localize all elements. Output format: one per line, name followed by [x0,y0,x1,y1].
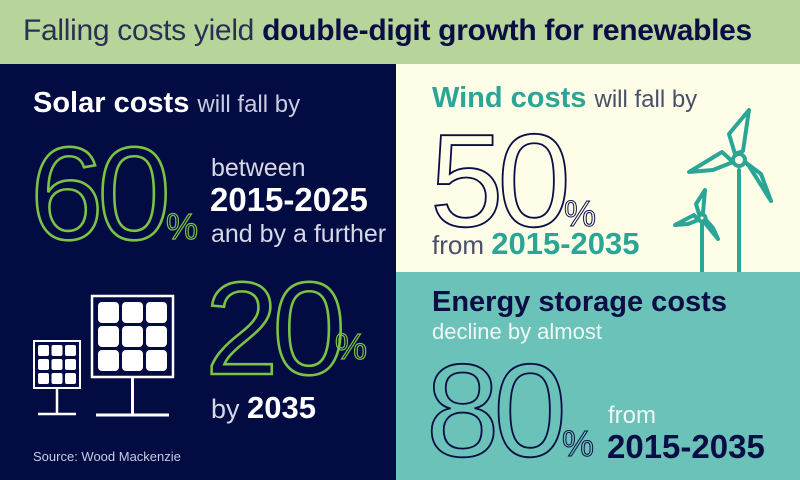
wind-stat-pre: from [432,230,484,260]
storage-heading-light: decline by almost [432,319,602,344]
svg-text:%: % [166,206,198,247]
storage-heading-bold: Energy storage costs [432,286,727,318]
svg-text:%: % [564,193,596,234]
solar-heading: Solar costs will fall by [33,87,300,120]
wind-heading-light: will fall by [594,86,698,113]
wind-section: Wind costs will fall by 50 % from 2015-2… [396,64,800,272]
wind-turbines-icon [673,108,773,272]
title-light: Falling costs yield [23,14,255,47]
solar-heading-light: will fall by [197,91,301,118]
svg-text:50: 50 [430,126,566,236]
wind-heading: Wind costs will fall by [432,82,697,115]
header-banner: Falling costs yield double-digit growth … [0,0,800,64]
wind-stat-line: from 2015-2035 [432,226,639,262]
solar-stat1-post: and by a further [211,220,387,248]
page-title: Falling costs yield double-digit growth … [23,14,752,48]
storage-section: Energy storage costs decline by almost 8… [396,272,800,480]
solar-panels-icon [33,294,175,417]
solar-heading-bold: Solar costs [33,87,190,119]
solar-section: Solar costs will fall by 60 % between 20… [0,64,396,480]
title-bold: double-digit growth for renewables [262,14,752,47]
solar-stat2-line: by 2035 [211,390,316,426]
svg-text:20: 20 [205,274,341,384]
wind-heading-bold: Wind costs [432,82,587,114]
wind-stat-number: 50 % [430,126,597,236]
solar-stat1-range: 2015-2025 [210,181,368,218]
storage-stat-range: 2015-2035 [607,428,765,465]
solar-stat1-number: 60 % [30,140,199,250]
svg-text:80: 80 [426,352,562,462]
svg-text:60: 60 [30,140,166,250]
storage-stat-number: 80 % [426,352,595,462]
solar-stat1-pre: between [211,154,306,182]
solar-stat2-number: 20 % [205,274,368,384]
source-note: Source: Wood Mackenzie [33,449,181,464]
svg-text:%: % [562,423,594,462]
wind-stat-range: 2015-2035 [491,226,640,261]
solar-stat2-year: 2035 [247,390,317,425]
solar-stat2-pre: by [211,394,240,424]
svg-text:%: % [335,326,367,367]
storage-stat-pre: from [608,402,656,429]
